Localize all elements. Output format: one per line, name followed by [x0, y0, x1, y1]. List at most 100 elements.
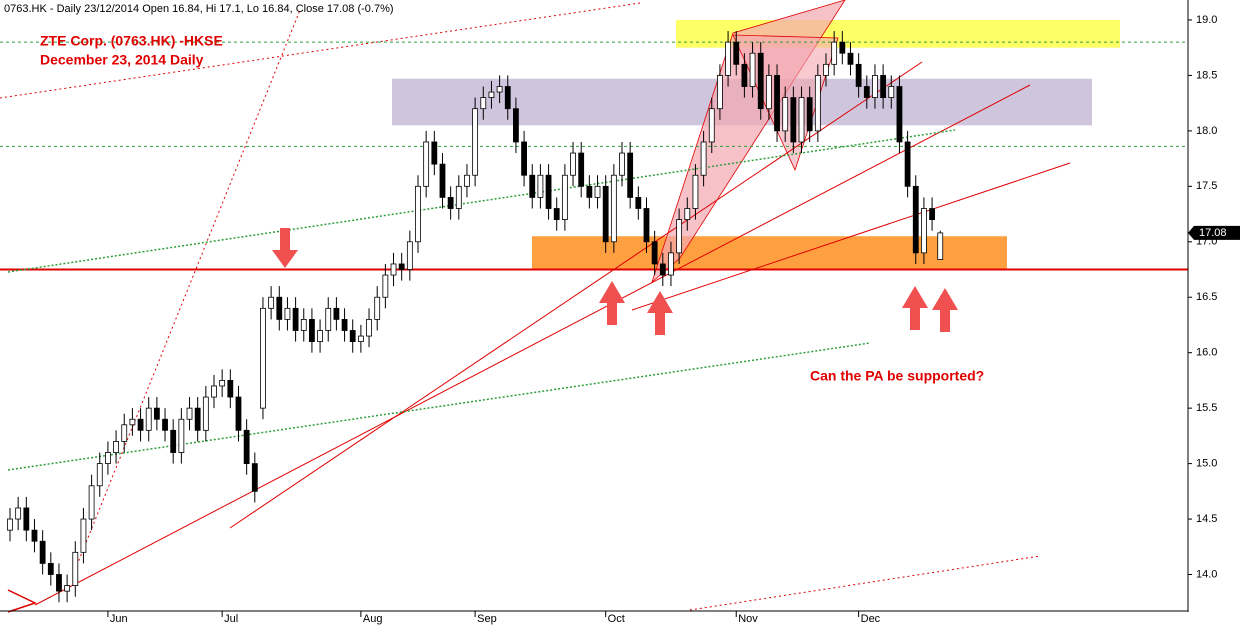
candle-body: [700, 141, 707, 176]
x-tick-label: Sep: [477, 613, 497, 625]
candle-body: [823, 63, 829, 76]
x-tick-label: Jul: [224, 613, 238, 625]
candle-body: [627, 152, 634, 198]
candle-body: [292, 307, 299, 331]
candle-body: [692, 174, 699, 209]
x-tick-label: Jun: [110, 613, 128, 625]
y-tick-label: 15.5: [1196, 402, 1217, 414]
candle-body: [162, 418, 168, 431]
candle-body: [896, 86, 903, 143]
candle-body: [137, 418, 144, 431]
candle-body: [227, 380, 234, 398]
candle-body: [586, 185, 593, 198]
candle-body: [145, 407, 152, 431]
candle-body: [570, 152, 576, 176]
candle-body: [749, 52, 756, 87]
candle-body: [610, 174, 617, 243]
candle-body: [863, 86, 870, 99]
candle-body: [80, 518, 87, 553]
candle-body: [814, 75, 821, 132]
candle-body: [202, 396, 209, 431]
y-tick-label: 16.0: [1196, 347, 1217, 359]
candle-body: [366, 319, 372, 337]
trend-line: [229, 61, 923, 529]
candle-body: [839, 41, 846, 54]
candle-body: [643, 208, 650, 243]
candle-body: [284, 307, 291, 320]
candle-body: [513, 108, 519, 143]
candle-body: [211, 385, 217, 398]
candle-body: [545, 174, 552, 209]
candle-body: [488, 91, 495, 98]
candle-body: [447, 197, 454, 209]
candle-body: [415, 185, 421, 243]
candle-body: [47, 563, 54, 575]
candle-body: [855, 63, 862, 87]
candle-body: [521, 141, 527, 176]
candle-body: [717, 75, 723, 110]
candle-body: [888, 86, 895, 99]
candle-body: [708, 108, 715, 143]
trend-line: [34, 84, 1031, 606]
y-tick-label: 14.5: [1196, 513, 1217, 525]
arrows: [7, 228, 958, 613]
candle-body: [276, 296, 283, 320]
candle-body: [39, 540, 46, 564]
y-tick-label: 17.5: [1196, 180, 1217, 192]
candle-body: [929, 208, 935, 221]
candle-body: [349, 330, 356, 343]
candle-body: [113, 441, 119, 453]
candle-body: [668, 252, 674, 276]
candle-body: [774, 75, 780, 132]
arrow-up: [647, 291, 673, 335]
candle-body: [937, 232, 944, 260]
candle-body: [153, 407, 160, 420]
candle-body: [64, 585, 71, 592]
arrow-up: [932, 288, 958, 332]
candle-body: [309, 319, 315, 343]
y-tick-label: 18.5: [1196, 69, 1217, 81]
x-tick-label: Nov: [738, 613, 758, 625]
x-tick-label: Dec: [861, 613, 881, 625]
candle-body: [170, 429, 177, 453]
candle-body: [782, 97, 789, 132]
candle-body: [733, 41, 740, 65]
candle-body: [333, 307, 340, 320]
candle-body: [31, 529, 38, 542]
candle-body: [121, 424, 128, 442]
candle-body: [398, 263, 405, 270]
candle-body: [268, 296, 275, 309]
candle-body: [374, 296, 381, 320]
arrow-down: [272, 228, 298, 268]
candle-body: [921, 208, 927, 254]
candle-body: [561, 174, 568, 220]
chart-subtitle: December 23, 2014 Daily: [40, 52, 204, 68]
y-tick-label: 15.0: [1196, 458, 1217, 470]
axis: 14.014.515.015.516.016.517.017.518.018.5…: [107, 14, 1240, 625]
chart-title: ZTE Corp. (0763.HK) -HKSE: [40, 33, 223, 49]
candle-body: [790, 97, 797, 143]
arrow-up: [902, 286, 928, 330]
x-tick-label: Aug: [363, 613, 383, 625]
candle-body: [880, 75, 887, 99]
candle-body: [129, 418, 136, 426]
candle-body: [725, 41, 731, 76]
candle-body: [431, 141, 438, 165]
candle-body: [684, 208, 691, 221]
candle-body: [423, 141, 430, 187]
candle-body: [317, 330, 323, 343]
candle-body: [15, 507, 22, 520]
candle-body: [341, 319, 348, 331]
candle-body: [72, 551, 79, 586]
y-tick-label: 18.0: [1196, 125, 1217, 137]
candle-body: [105, 452, 111, 465]
candle-body: [537, 174, 544, 198]
price-tag: [1188, 225, 1240, 240]
candle-body: [496, 86, 503, 93]
candle-body: [904, 141, 911, 187]
candle-body: [765, 75, 772, 110]
trend-line: [7, 129, 956, 273]
header: 0763.HK - Daily 23/12/2014 Open 16.84, H…: [4, 3, 394, 15]
candle-body: [553, 208, 560, 221]
